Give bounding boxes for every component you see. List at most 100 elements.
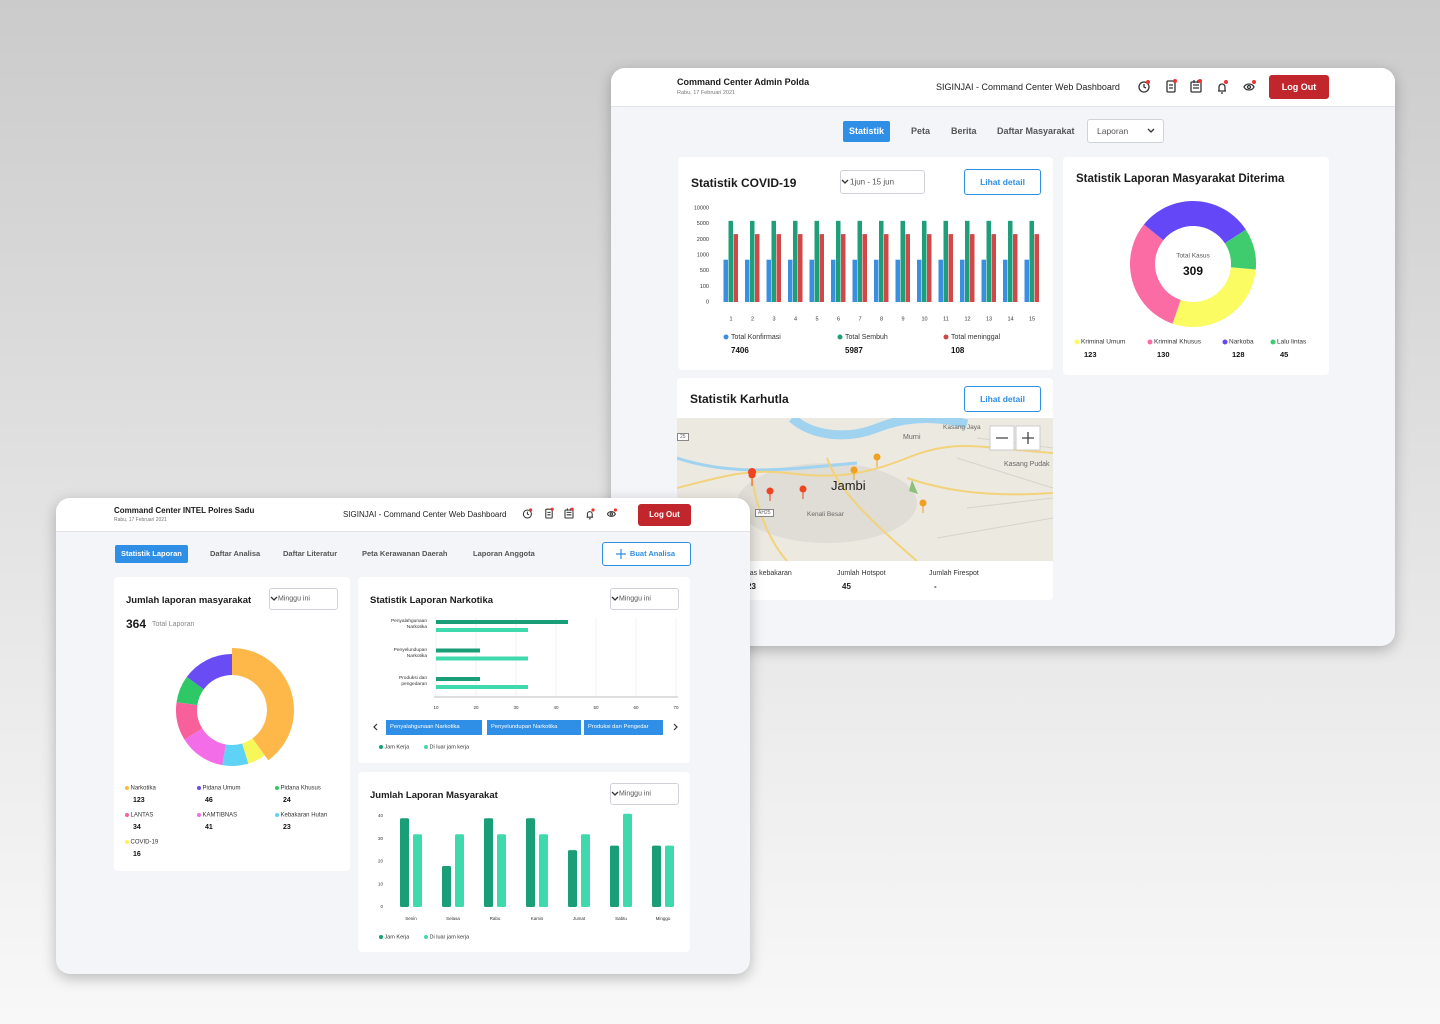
y-tick-label: Penyalahgunaan Narkotika [390, 619, 427, 630]
legend-label: KAMTIBNAS [203, 813, 238, 819]
bar [960, 259, 965, 302]
legend-value: 46 [205, 797, 213, 804]
total-value: 364 [126, 617, 147, 631]
filter-chip[interactable]: Penyalahgunaan Narkotika [386, 720, 482, 735]
x-tick-label: 10 [433, 705, 439, 710]
total-label: Total Laporan [152, 621, 195, 628]
bar [948, 234, 953, 302]
stat-value: 23 [747, 582, 756, 591]
header-icons[interactable] [1136, 76, 1261, 98]
stat-value: - [934, 582, 937, 591]
x-tick-label: Jumat [573, 916, 586, 921]
x-tick-label: 50 [593, 705, 599, 710]
period-dropdown[interactable]: Minggu ini [269, 588, 338, 610]
donut-segment [1143, 201, 1246, 244]
card-title: Statistik Laporan Masyarakat Diterima [1076, 173, 1285, 185]
period-dropdown[interactable]: 1jun - 15 jun [840, 170, 925, 194]
legend-label: Kriminal Umum [1081, 339, 1125, 346]
period-dropdown[interactable]: Minggu ini [610, 588, 679, 610]
bar [436, 628, 528, 632]
detail-button[interactable]: Lihat detail [964, 169, 1041, 195]
header: Command Center Admin Polda Rabu, 17 Febr… [611, 68, 1395, 107]
nav-tab[interactable]: Statistik Laporan [115, 545, 188, 563]
bar [1024, 259, 1029, 302]
chevron [611, 791, 619, 796]
nav-tab[interactable]: Daftar Literatur [283, 549, 338, 558]
legend-label: Kriminal Khusus [1154, 339, 1202, 346]
header-title: Command Center INTEL Polres Sadu [114, 506, 255, 515]
nav-tab[interactable]: Peta Kerawanan Daerah [362, 549, 448, 558]
dropdown-label: 1jun - 15 jun [850, 177, 895, 187]
card-title: Statistik Laporan Narkotika [370, 595, 494, 606]
bar [400, 818, 409, 907]
nav-tab[interactable]: Berita [951, 126, 977, 136]
header: Command Center INTEL Polres Sadu Rabu, 1… [56, 498, 750, 532]
bar [1034, 234, 1039, 302]
y-tick-label: 2000 [697, 237, 709, 243]
filter-arrows[interactable] [373, 723, 678, 731]
map[interactable]: Murni Kasang Jaya Kasang Pudak Jambi Ken… [677, 418, 1053, 561]
bar [1008, 220, 1013, 302]
map-label: Jambi [831, 478, 866, 493]
report-dropdown[interactable]: Laporan [1087, 119, 1164, 143]
nav-tab[interactable]: Daftar Masyarakat [997, 126, 1075, 136]
bar [862, 234, 867, 302]
bar [484, 818, 493, 907]
x-tick-label: 12 [964, 316, 970, 322]
card-title: Jumlah laporan masyarakat [126, 595, 252, 606]
legend-dot [424, 935, 428, 939]
filter-chip[interactable]: Produksi dan Pengedar [584, 720, 663, 735]
x-tick-label: Kamis [531, 916, 544, 921]
bar [455, 834, 464, 907]
legend-dot [379, 745, 383, 749]
x-tick-label: 4 [794, 316, 797, 322]
legend-dot [197, 786, 201, 790]
logout-button[interactable]: Log Out [638, 504, 691, 526]
bar [413, 834, 422, 907]
header-icons[interactable] [521, 505, 621, 523]
bar [745, 259, 750, 302]
legend-value: 123 [133, 797, 145, 804]
dropdown-label: Minggu ini [278, 595, 310, 603]
logout-button[interactable]: Log Out [1269, 75, 1329, 99]
y-tick-label: 30 [378, 836, 384, 841]
x-tick-label: 10 [921, 316, 927, 322]
legend-value: 123 [1084, 350, 1097, 359]
nav-tab[interactable]: Daftar Analisa [210, 549, 261, 558]
legend-label: Pidana Khusus [281, 786, 321, 792]
stat-value: 45 [842, 582, 851, 591]
bar [733, 234, 738, 302]
weekly-card: 0 10 20 30 40 Senin Selasa Rabu Kamis Jumat Sabtu M… [358, 772, 690, 952]
bar [755, 234, 760, 302]
legend-label: COVID-19 [131, 840, 159, 846]
bar [841, 234, 846, 302]
chevron [1147, 128, 1155, 133]
bar [1013, 234, 1018, 302]
y-tick-label: 1000 [697, 252, 709, 258]
map-base [677, 418, 1053, 561]
bar [497, 834, 506, 907]
bar [991, 234, 996, 302]
y-tick-label: 500 [700, 268, 709, 274]
stat-label: Luas kebakaran [742, 570, 792, 577]
center-value: 309 [1183, 264, 1203, 278]
detail-button[interactable]: Lihat detail [964, 386, 1041, 412]
nav-tab[interactable]: Peta [911, 126, 931, 136]
filter-chip[interactable]: Penyelundupan Narkotika [487, 720, 581, 735]
legend-value: 24 [283, 797, 291, 804]
donut-segment [186, 654, 232, 690]
bar [836, 220, 841, 302]
bar [879, 220, 884, 302]
x-tick-label: 3 [772, 316, 775, 322]
nav-tab[interactable]: Laporan Anggota [473, 549, 535, 558]
legend-dot [197, 813, 201, 817]
map-label: Kasang Jaya [943, 424, 981, 431]
bar [526, 818, 535, 907]
bar [771, 220, 776, 302]
nav-tab[interactable]: Statistik [843, 121, 891, 142]
x-tick-label: 7 [858, 316, 861, 322]
period-dropdown[interactable]: Minggu ini [610, 783, 679, 805]
bar [776, 234, 781, 302]
chevron [270, 596, 278, 601]
create-analysis-button[interactable]: Buat Analisa [602, 542, 691, 566]
